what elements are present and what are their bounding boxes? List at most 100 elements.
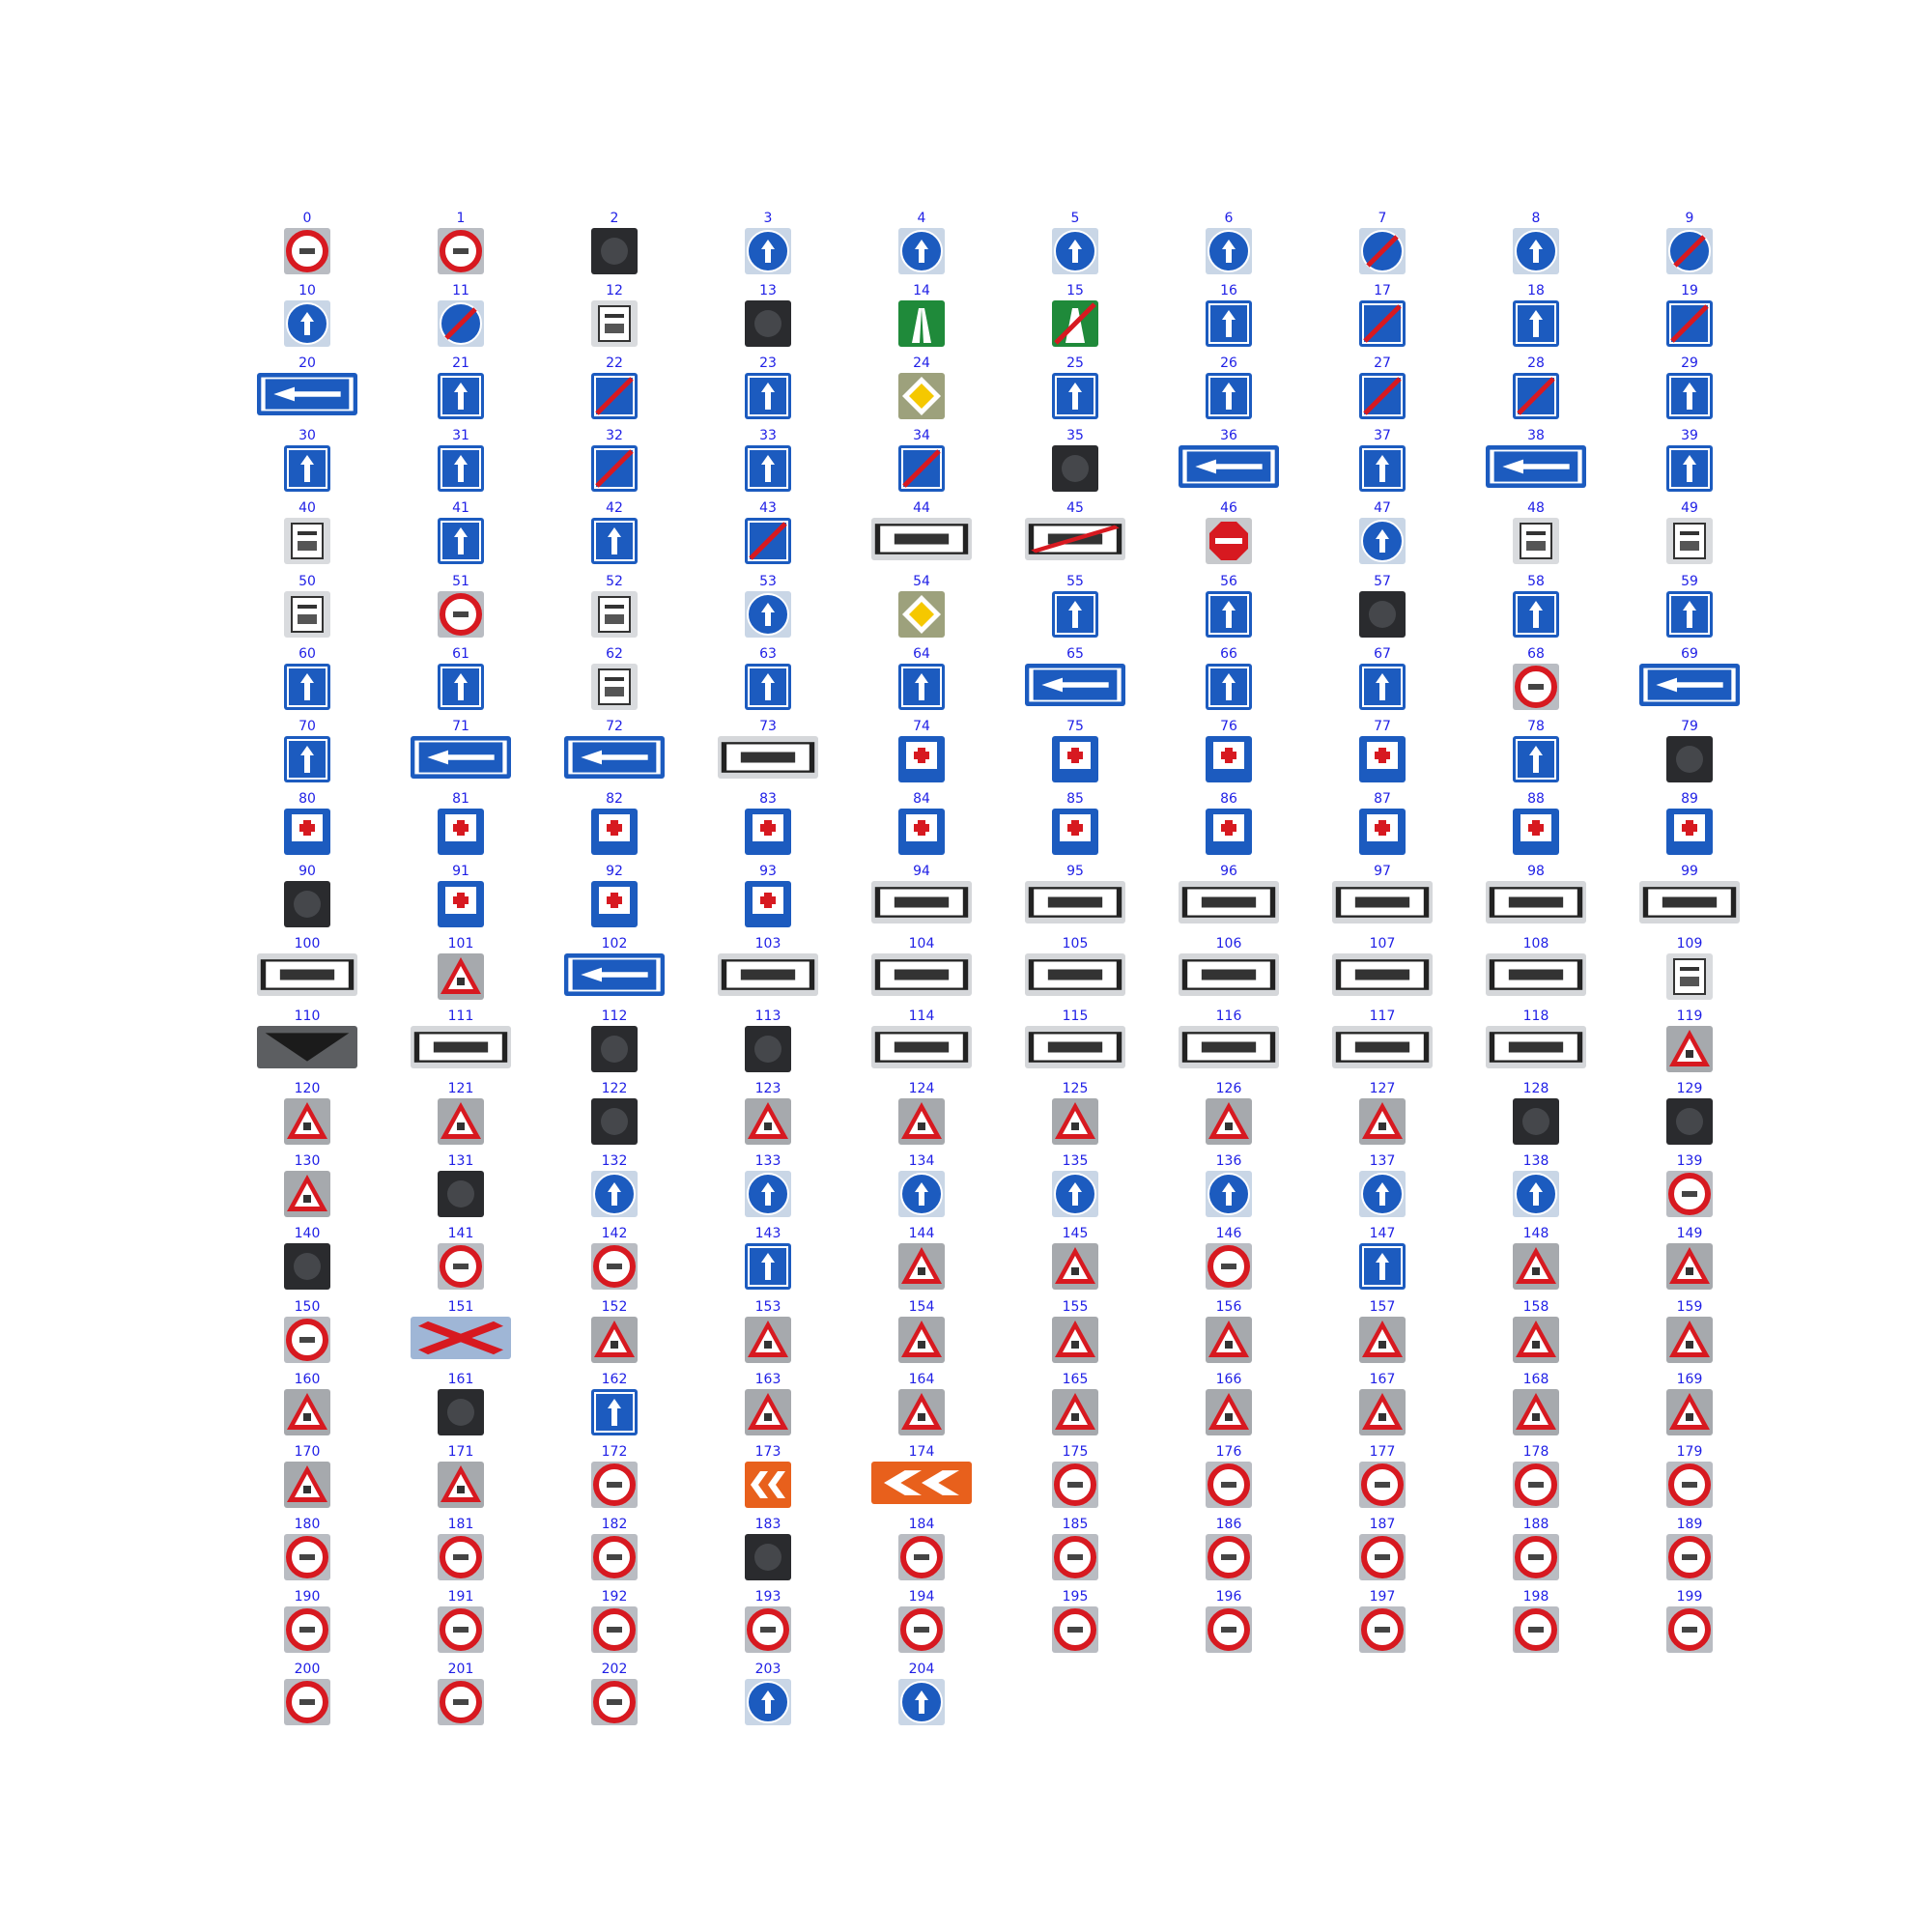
sign-cell: 188 <box>1463 1517 1608 1588</box>
class-label: 163 <box>754 1371 781 1387</box>
class-label: 120 <box>294 1081 321 1097</box>
sign-thumbnail-icon <box>745 1026 791 1073</box>
sign-cell: 135 <box>1003 1153 1148 1225</box>
sign-cell: 168 <box>1463 1372 1608 1443</box>
sign-cell: 107 <box>1310 936 1455 1008</box>
sign-cell: 63 <box>696 646 840 718</box>
sign-cell: 94 <box>849 864 994 935</box>
sign-thumbnail-icon <box>1666 1026 1713 1073</box>
sign-cell: 76 <box>1156 719 1301 790</box>
class-label: 164 <box>908 1371 935 1387</box>
class-label: 31 <box>452 428 469 444</box>
sign-thumbnail-icon <box>438 663 484 710</box>
class-label: 188 <box>1522 1516 1549 1532</box>
class-label: 82 <box>606 790 623 807</box>
sign-thumbnail-icon <box>257 373 357 416</box>
sign-thumbnail-icon <box>1206 1388 1252 1435</box>
sign-cell: 69 <box>1617 646 1762 718</box>
class-label: 190 <box>294 1588 321 1605</box>
class-label: 5 <box>1070 211 1080 226</box>
sign-thumbnail-icon <box>1359 808 1406 855</box>
sign-cell: 115 <box>1003 1009 1148 1080</box>
class-label: 87 <box>1374 790 1391 807</box>
sign-thumbnail-icon <box>591 1243 638 1291</box>
sign-thumbnail-icon <box>898 445 945 493</box>
class-label: 176 <box>1215 1443 1242 1460</box>
class-label: 99 <box>1681 863 1698 879</box>
sign-thumbnail-icon <box>1666 1461 1713 1508</box>
sign-thumbnail-icon <box>1513 518 1559 565</box>
sign-cell: 204 <box>849 1662 994 1733</box>
sign-cell: 32 <box>542 428 687 499</box>
sign-thumbnail-icon <box>1052 1171 1098 1218</box>
sign-thumbnail-icon <box>591 1026 638 1073</box>
class-label: 111 <box>447 1009 474 1025</box>
class-label: 55 <box>1066 573 1084 589</box>
class-label: 0 <box>302 211 312 226</box>
sign-thumbnail-icon <box>1513 1171 1559 1218</box>
sign-cell: 133 <box>696 1153 840 1225</box>
sign-thumbnail-icon <box>284 808 330 855</box>
class-label: 192 <box>601 1588 628 1605</box>
class-label: 90 <box>298 863 316 879</box>
sign-cell: 141 <box>388 1226 533 1297</box>
class-label: 93 <box>759 863 777 879</box>
class-label: 172 <box>601 1443 628 1460</box>
class-label: 51 <box>452 573 469 589</box>
class-label: 109 <box>1676 936 1703 952</box>
sign-thumbnail-icon <box>1639 880 1740 923</box>
sign-thumbnail-icon <box>898 228 945 274</box>
sign-cell: 52 <box>542 574 687 645</box>
sign-thumbnail-icon <box>1666 808 1713 855</box>
sign-cell: 29 <box>1617 355 1762 427</box>
sign-thumbnail-icon <box>1666 1388 1713 1435</box>
class-label: 196 <box>1215 1588 1242 1605</box>
sign-cell: 33 <box>696 428 840 499</box>
class-label: 19 <box>1681 283 1698 299</box>
sign-thumbnail-icon <box>1666 1533 1713 1580</box>
class-label: 161 <box>447 1371 474 1387</box>
sign-cell: 22 <box>542 355 687 427</box>
sign-cell: 99 <box>1617 864 1762 935</box>
class-label: 36 <box>1220 428 1237 444</box>
class-label: 112 <box>601 1009 628 1025</box>
sign-thumbnail-icon <box>1052 1243 1098 1291</box>
class-label: 138 <box>1522 1153 1549 1170</box>
sign-cell: 140 <box>235 1226 380 1297</box>
sign-thumbnail-icon <box>1206 1316 1252 1363</box>
sign-thumbnail-icon <box>1206 735 1252 782</box>
sign-cell: 148 <box>1463 1226 1608 1297</box>
class-label: 88 <box>1527 790 1545 807</box>
sign-thumbnail-icon <box>871 518 972 561</box>
class-label: 34 <box>913 428 930 444</box>
class-label: 121 <box>447 1081 474 1097</box>
sign-cell: 96 <box>1156 864 1301 935</box>
class-label: 177 <box>1369 1443 1396 1460</box>
class-label: 89 <box>1681 790 1698 807</box>
sign-cell: 75 <box>1003 719 1148 790</box>
sign-thumbnail-icon <box>1052 1461 1098 1508</box>
class-label: 147 <box>1369 1226 1396 1242</box>
class-label: 184 <box>908 1516 935 1532</box>
sign-thumbnail-icon <box>1206 1098 1252 1146</box>
sign-cell: 8 <box>1463 211 1608 282</box>
class-label: 157 <box>1369 1298 1396 1315</box>
class-label: 13 <box>759 283 777 299</box>
sign-thumbnail-icon <box>1513 228 1559 274</box>
sign-thumbnail-icon <box>591 1388 638 1435</box>
sign-thumbnail-icon <box>1052 808 1098 855</box>
class-label: 168 <box>1522 1371 1549 1387</box>
sign-cell: 111 <box>388 1009 533 1080</box>
sign-cell: 129 <box>1617 1081 1762 1152</box>
sign-thumbnail-icon <box>591 518 638 565</box>
sign-thumbnail-icon <box>1359 1171 1406 1218</box>
sign-cell: 95 <box>1003 864 1148 935</box>
sign-cell: 21 <box>388 355 533 427</box>
sign-thumbnail-icon <box>898 1098 945 1146</box>
sign-cell: 113 <box>696 1009 840 1080</box>
class-label: 37 <box>1374 428 1391 444</box>
class-label: 84 <box>913 790 930 807</box>
sign-thumbnail-icon <box>1206 663 1252 710</box>
sign-thumbnail-icon <box>1513 300 1559 348</box>
class-label: 191 <box>447 1588 474 1605</box>
